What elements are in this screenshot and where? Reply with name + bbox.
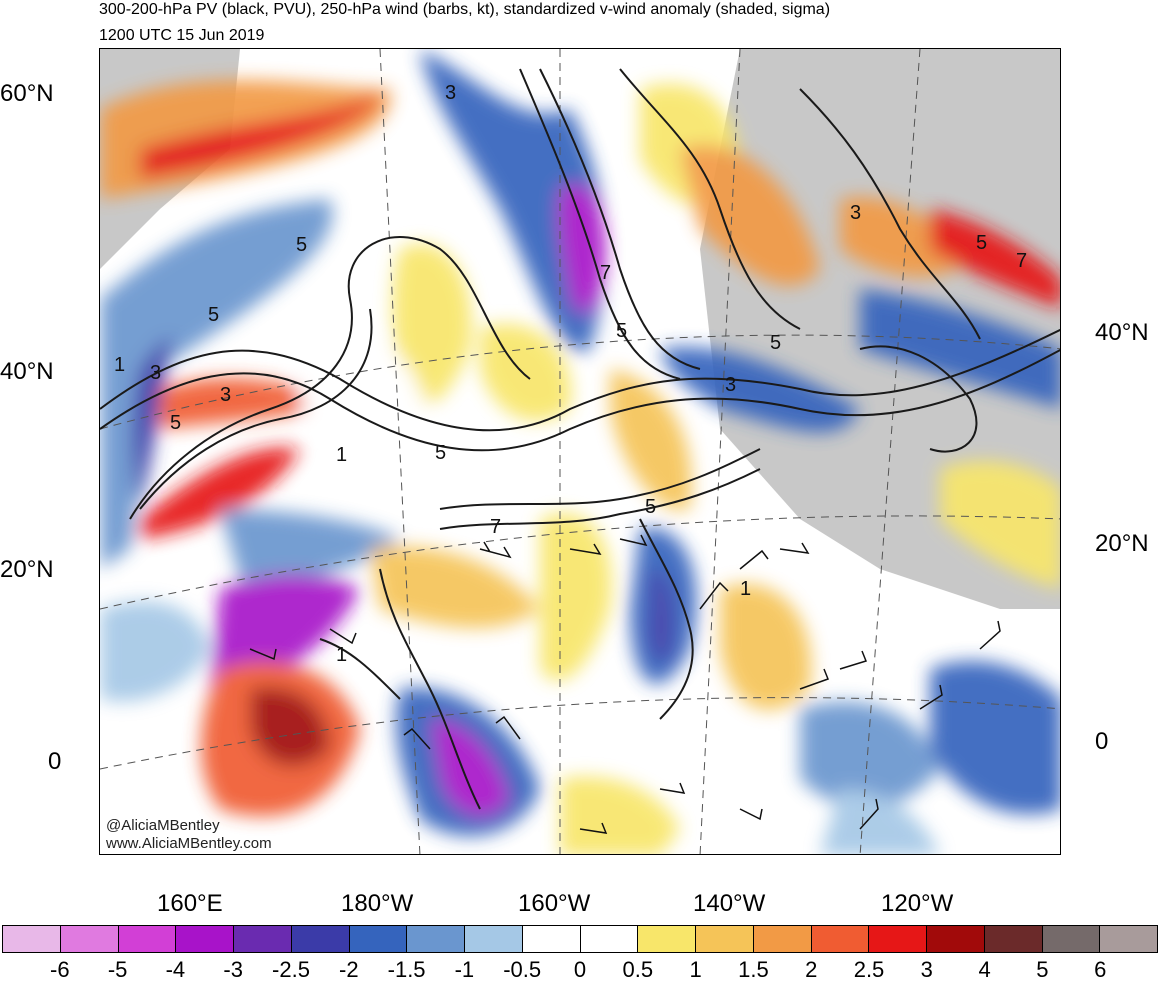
wind-barbs <box>249 534 1001 834</box>
contour-label: 5 <box>208 304 219 326</box>
colorbar-tick-label: 2 <box>805 957 818 982</box>
colorbar-swatch <box>407 926 465 952</box>
colorbar-swatch <box>927 926 985 952</box>
lat-label-0-right: 0 <box>1095 728 1109 755</box>
contour-label: 3 <box>725 374 736 396</box>
colorbar-tick-label: -1 <box>454 957 475 982</box>
colorbar-tick-label: 6 <box>1094 957 1107 982</box>
weather-map: 3 5 3 3 5 1 5 7 5 5 3 5 1 3 5 7 1 1 5 7 <box>99 48 1061 855</box>
lat-label-40n-right: 40°N <box>1095 319 1149 346</box>
colorbar <box>2 925 1158 953</box>
colorbar-swatch <box>580 926 639 952</box>
contour-label: 5 <box>435 442 446 464</box>
watermark-handle: @AliciaMBentley <box>106 817 220 834</box>
colorbar-tick-label: -0.5 <box>503 957 542 982</box>
colorbar-swatch <box>753 926 812 952</box>
contour-label: 1 <box>336 644 347 666</box>
colorbar-swatch <box>1042 926 1101 952</box>
colorbar-tick-label: -2.5 <box>272 957 310 982</box>
contour-label: 5 <box>170 412 181 434</box>
contour-label: 1 <box>740 578 751 600</box>
contour-label: 3 <box>150 362 161 384</box>
colorbar-tick-label: -4 <box>165 957 186 982</box>
colorbar-swatch <box>696 926 754 952</box>
colorbar-tick-label: 1 <box>689 957 702 982</box>
colorbar-tick-label: 3 <box>920 957 933 982</box>
contour-label: 5 <box>645 496 656 518</box>
lon-label-120w: 120°W <box>881 890 954 917</box>
colorbar-swatch <box>638 926 696 952</box>
graticule <box>100 49 1060 854</box>
colorbar-swatch <box>234 926 292 952</box>
colorbar-tick-label: 2.5 <box>853 957 885 982</box>
contour-label: 1 <box>114 354 125 376</box>
colorbar-swatch <box>984 926 1043 952</box>
lon-label-160w: 160°W <box>518 890 591 917</box>
colorbar-tick-label: 0 <box>573 957 587 982</box>
map-valid-time: 1200 UTC 15 Jun 2019 <box>99 27 265 44</box>
colorbar-tick-label: 1.5 <box>738 957 769 982</box>
colorbar-tick-label: -5 <box>107 957 128 982</box>
colorbar-swatch <box>60 926 119 952</box>
contour-label: 7 <box>1016 250 1027 272</box>
colorbar-tick-label: -6 <box>50 957 70 982</box>
lon-label-180w: 180°W <box>341 890 414 917</box>
contour-label: 5 <box>976 232 987 254</box>
contour-label: 7 <box>490 516 501 538</box>
colorbar-swatch <box>118 926 177 952</box>
colorbar-tick-label: 4 <box>978 957 991 982</box>
colorbar-swatch <box>291 926 350 952</box>
lat-label-60n-left: 60°N <box>0 80 54 107</box>
colorbar-swatch <box>1100 926 1157 952</box>
lat-label-20n-right: 20°N <box>1095 530 1149 557</box>
colorbar-tick-label: 0.5 <box>622 957 654 982</box>
contour-label: 3 <box>850 202 861 224</box>
anomaly-shading <box>100 49 1060 854</box>
contour-label: 5 <box>296 234 307 256</box>
lat-label-20n-left: 20°N <box>0 556 54 583</box>
colorbar-tick-label: 5 <box>1036 957 1049 982</box>
contour-label: 5 <box>770 332 781 354</box>
watermark-website: www.AliciaMBentley.com <box>106 835 272 852</box>
contour-label: 3 <box>445 82 456 104</box>
contour-label: 7 <box>600 262 611 284</box>
colorbar-swatch <box>349 926 408 952</box>
map-title: 300-200-hPa PV (black, PVU), 250-hPa win… <box>99 1 831 18</box>
colorbar-tick-label: -1.5 <box>387 957 426 982</box>
pv-contours <box>100 68 1060 810</box>
colorbar-swatch <box>3 926 61 952</box>
lon-label-160e: 160°E <box>157 890 223 917</box>
lat-label-0-left: 0 <box>48 748 62 775</box>
contour-label: 1 <box>336 444 347 466</box>
colorbar-tick-label: -2 <box>339 957 359 982</box>
contour-label: 3 <box>220 384 231 406</box>
contour-label: 5 <box>616 320 627 342</box>
lon-label-140w: 140°W <box>693 890 766 917</box>
colorbar-swatch <box>522 926 581 952</box>
map-graphic: 3 5 3 3 5 1 5 7 5 5 3 5 1 3 5 7 1 1 5 7 <box>100 49 1060 854</box>
colorbar-swatch <box>176 926 234 952</box>
lat-label-40n-left: 40°N <box>0 358 54 385</box>
colorbar-swatch <box>465 926 523 952</box>
colorbar-swatch <box>811 926 870 952</box>
colorbar-tick-label: -3 <box>223 957 243 982</box>
colorbar-swatch <box>869 926 927 952</box>
